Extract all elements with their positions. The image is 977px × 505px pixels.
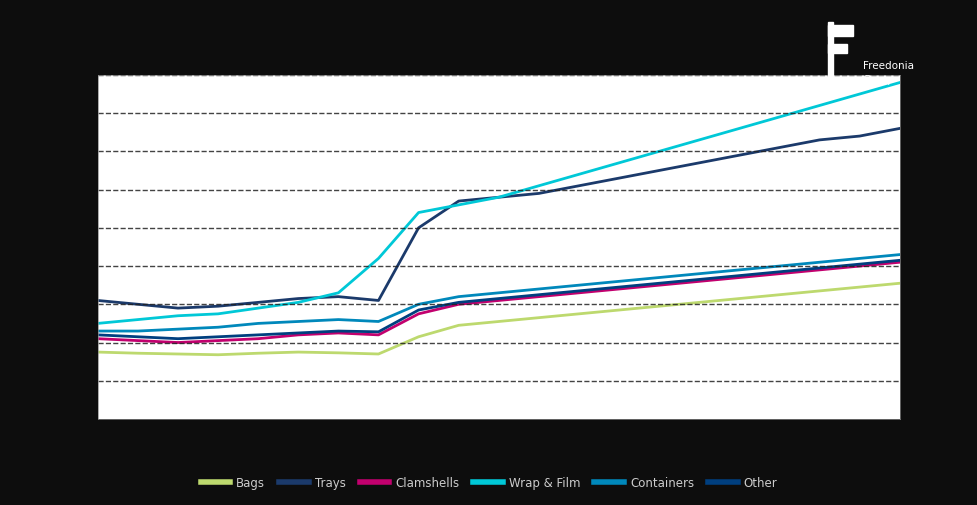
Bar bbox=[827, 26, 852, 37]
Bar bbox=[827, 44, 846, 54]
Text: Freedonia
Group: Freedonia Group bbox=[862, 61, 913, 84]
Legend: Bags, Trays, Clamshells, Wrap & Film, Containers, Other: Bags, Trays, Clamshells, Wrap & Film, Co… bbox=[195, 472, 782, 494]
Bar bbox=[827, 23, 832, 78]
